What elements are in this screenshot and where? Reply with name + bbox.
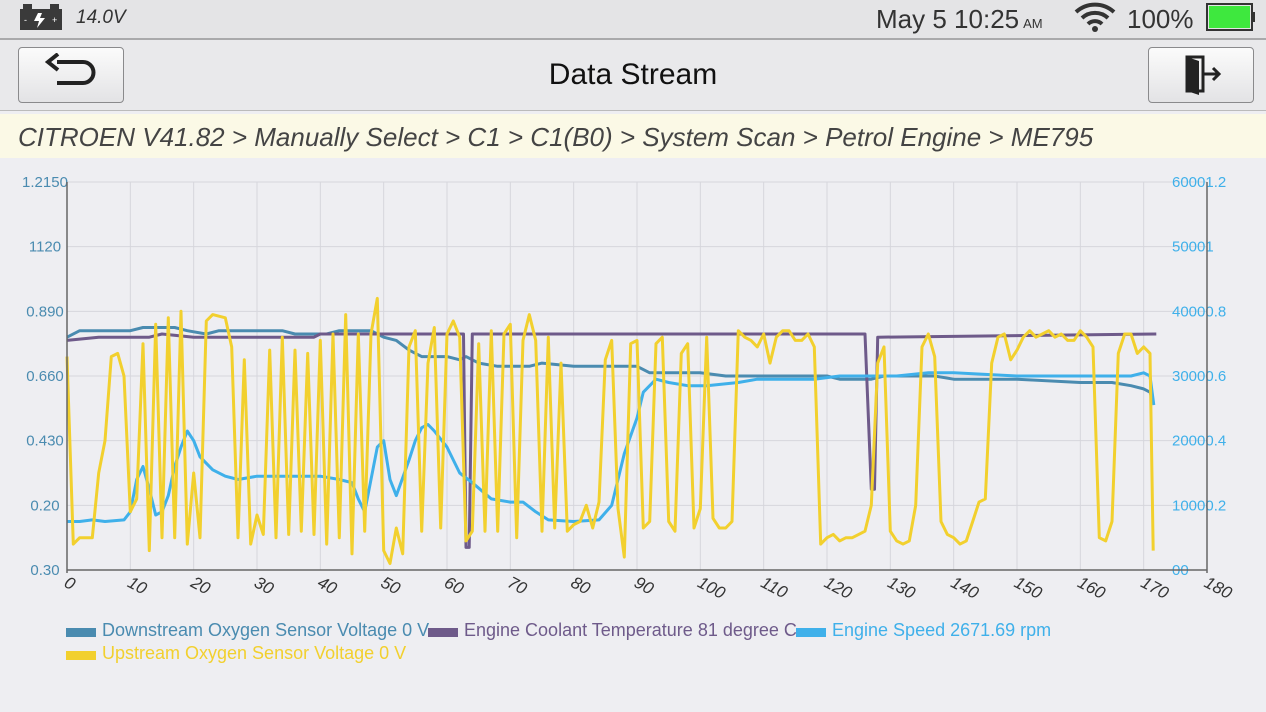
battery-icon [1206, 3, 1255, 31]
x-tick-label: 80 [568, 573, 594, 599]
x-tick-label: 180 [1201, 573, 1235, 603]
x-tick-label: 100 [694, 573, 728, 603]
x-tick-label: 110 [758, 573, 791, 603]
left-tick-label: 0.890 [26, 303, 64, 320]
right-tick-label: 50001 [1172, 239, 1214, 256]
time: 10:25 [954, 4, 1020, 34]
back-button[interactable] [18, 47, 124, 103]
page-title: Data Stream [548, 58, 718, 91]
right-tick-label: 20000.4 [1172, 433, 1226, 450]
left-tick-label: 0.20 [30, 497, 59, 514]
left-tick-label: 0.660 [26, 368, 64, 385]
battery-voltage: 14.0V [76, 7, 126, 28]
legend-swatch [796, 627, 826, 637]
series-line-speed [67, 371, 1156, 523]
x-tick-label: 90 [631, 573, 657, 599]
wifi-icon [1074, 2, 1116, 32]
svg-text:-: - [24, 15, 27, 25]
date-time: May 5 10:25 AM [876, 4, 1043, 35]
legend-label: Engine Speed 2671.69 rpm [832, 620, 1052, 640]
left-axis-labels: 1.2150 1120 0.890 0.660 0.430 0.20 0.30 [22, 174, 68, 579]
car-battery-icon: - + [20, 4, 62, 30]
legend-item: Downstream Oxygen Sensor Voltage 0 V [66, 620, 429, 641]
back-arrow-icon [45, 53, 96, 85]
legend-swatch [428, 627, 458, 637]
left-tick-label: 1120 [29, 239, 61, 256]
x-tick-label: 10 [124, 573, 150, 599]
breadcrumb: CITROEN V41.82 > Manually Select > C1 > … [0, 114, 1266, 158]
left-tick-label: 0.30 [30, 562, 59, 579]
x-tick-label: 170 [1138, 573, 1172, 603]
series-line-downstream [66, 326, 1155, 403]
breadcrumb-text: CITROEN V41.82 > Manually Select > C1 > … [18, 122, 1094, 152]
chart-lines [65, 296, 1157, 565]
legend-item: Upstream Oxygen Sensor Voltage 0 V [66, 643, 406, 664]
data-stream-chart: 1.2150 1120 0.890 0.660 0.430 0.20 0.30 60001.… [22, 174, 1236, 603]
legend-label: Engine Coolant Temperature 81 degree C [464, 620, 797, 640]
right-axis-labels: 60001.2 50001 40000.8 30000.6 20000.4 10000.2… [1172, 174, 1226, 579]
x-tick-label: 40 [314, 573, 340, 599]
x-tick-label: 160 [1074, 573, 1108, 603]
x-tick-label: 70 [504, 573, 530, 599]
right-tick-label: 60001.2 [1172, 174, 1226, 191]
exit-button[interactable] [1148, 47, 1254, 103]
x-tick-label: 50 [378, 573, 404, 599]
legend-swatch [66, 650, 96, 660]
legend-label: Upstream Oxygen Sensor Voltage 0 V [102, 643, 407, 663]
chart-axes [66, 182, 1208, 573]
right-tick-label: 10000.2 [1172, 497, 1226, 514]
battery-percent: 100% [1127, 4, 1194, 34]
x-tick-label: 140 [948, 573, 982, 603]
series-line-upstream [65, 296, 1155, 565]
x-tick-label: 20 [187, 572, 214, 598]
x-tick-label: 130 [884, 573, 918, 603]
right-tick-label: 30000.6 [1172, 368, 1226, 385]
x-tick-label: 60 [441, 573, 467, 599]
legend-item: Engine Speed 2671.69 rpm [796, 620, 1051, 641]
legend-swatch [66, 627, 96, 637]
x-tick-label: 0 [61, 573, 79, 594]
right-tick-label: 40000.8 [1172, 303, 1226, 320]
legend-item: Engine Coolant Temperature 81 degree C [428, 620, 797, 641]
left-tick-label: 0.430 [26, 433, 64, 450]
x-tick-label: 150 [1011, 573, 1045, 603]
am-pm: AM [1023, 16, 1043, 31]
x-tick-label: 30 [251, 573, 277, 599]
x-tick-label: 120 [821, 573, 855, 603]
status-bar: - + 14.0V May 5 10:25 AM 100% [0, 0, 1266, 40]
svg-text:+: + [52, 15, 57, 25]
date: May 5 [876, 4, 947, 34]
x-axis-labels: 0 10 20 30 40 50 60 70 80 90 100 110 120 130 140 150 160… [61, 572, 1235, 603]
legend-label: Downstream Oxygen Sensor Voltage 0 V [102, 620, 430, 640]
exit-door-icon [1185, 55, 1222, 95]
left-tick-label: 1.2150 [22, 174, 68, 191]
title-bar: Data Stream [0, 40, 1266, 111]
